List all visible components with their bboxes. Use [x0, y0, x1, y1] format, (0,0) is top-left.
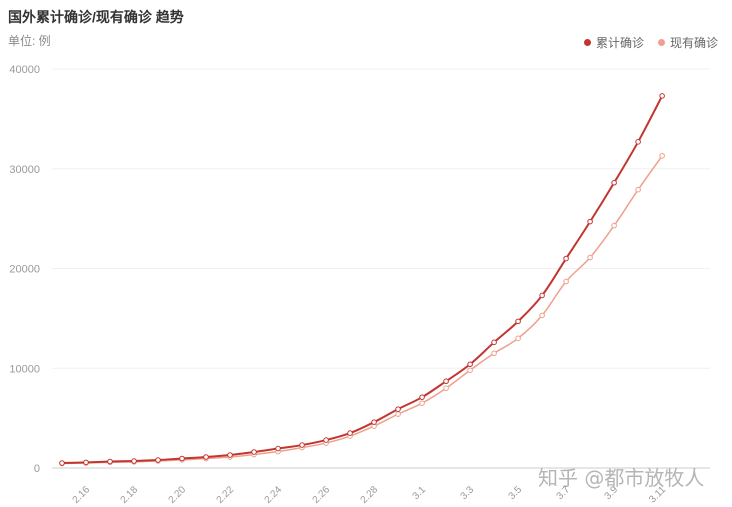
data-point-1-21[interactable]	[563, 278, 569, 285]
data-point-0-0[interactable]	[59, 460, 65, 466]
data-point-0-24[interactable]	[635, 139, 641, 145]
y-tick-label: 20000	[9, 264, 40, 276]
series-line-1	[61, 155, 663, 465]
x-tick-label: 2.26	[311, 484, 333, 506]
data-point-0-21[interactable]	[563, 255, 569, 262]
data-point-0-9[interactable]	[275, 445, 281, 452]
y-tick-label: 30000	[9, 164, 40, 176]
data-point-0-5[interactable]	[179, 455, 185, 462]
data-point-0-7[interactable]	[227, 452, 233, 458]
data-point-0-4[interactable]	[155, 457, 161, 463]
legend-label-cumulative: 累计确诊	[595, 36, 644, 50]
x-tick-label: 2.28	[359, 484, 381, 506]
data-point-0-2[interactable]	[107, 458, 113, 465]
data-point-1-25[interactable]	[659, 152, 665, 159]
data-point-1-24[interactable]	[635, 186, 641, 193]
x-tick-label: 3.1	[411, 484, 429, 502]
data-point-1-20[interactable]	[539, 312, 545, 319]
data-point-1-23[interactable]	[611, 222, 617, 229]
data-point-1-18[interactable]	[491, 350, 497, 357]
data-point-0-10[interactable]	[299, 442, 305, 448]
legend-item-current[interactable]: 现有确诊	[657, 34, 718, 51]
x-tick-label: 2.24	[263, 484, 285, 506]
data-point-0-16[interactable]	[443, 378, 449, 385]
y-tick-label: 40000	[9, 64, 40, 76]
data-point-1-19[interactable]	[515, 335, 521, 342]
x-tick-label: 2.16	[71, 484, 93, 506]
watermark: 知乎 @都市放牧人	[538, 466, 705, 490]
chart-title: 国外累计确诊/现有确诊 趋势	[8, 9, 184, 25]
legend-item-cumulative[interactable]: 累计确诊	[583, 34, 644, 51]
data-point-0-13[interactable]	[371, 419, 377, 425]
data-point-0-3[interactable]	[131, 458, 137, 464]
data-point-0-18[interactable]	[491, 339, 497, 346]
data-point-1-14[interactable]	[395, 411, 401, 417]
data-point-1-22[interactable]	[587, 254, 593, 261]
data-point-1-16[interactable]	[443, 385, 449, 392]
data-point-0-14[interactable]	[395, 406, 401, 412]
legend-dot-current	[657, 39, 665, 46]
x-tick-label: 3.5	[507, 484, 525, 502]
data-point-0-15[interactable]	[419, 394, 425, 400]
y-tick-label: 0	[34, 463, 40, 475]
data-point-1-15[interactable]	[419, 400, 425, 406]
legend: 累计确诊 现有确诊	[583, 34, 718, 51]
data-point-0-17[interactable]	[467, 361, 473, 368]
x-tick-label: 2.18	[119, 484, 141, 506]
x-tick-label: 2.22	[215, 484, 237, 506]
data-point-0-22[interactable]	[587, 218, 593, 225]
unit-label: 单位: 例	[8, 34, 51, 48]
x-tick-label: 3.3	[459, 484, 477, 502]
y-tick-label: 10000	[9, 363, 40, 375]
data-point-0-19[interactable]	[515, 318, 521, 325]
legend-dot-cumulative	[583, 39, 591, 46]
data-point-0-1[interactable]	[83, 459, 89, 466]
data-point-0-11[interactable]	[323, 437, 329, 443]
series-line-0	[61, 95, 664, 465]
data-point-0-23[interactable]	[611, 179, 617, 186]
x-tick-label: 2.20	[167, 484, 189, 506]
data-point-0-25[interactable]	[659, 93, 665, 99]
data-point-0-8[interactable]	[251, 449, 257, 455]
data-point-0-6[interactable]	[203, 454, 209, 460]
data-point-1-17[interactable]	[467, 367, 473, 374]
legend-label-current: 现有确诊	[669, 36, 718, 50]
data-point-0-20[interactable]	[539, 292, 545, 299]
data-point-0-12[interactable]	[347, 430, 353, 436]
